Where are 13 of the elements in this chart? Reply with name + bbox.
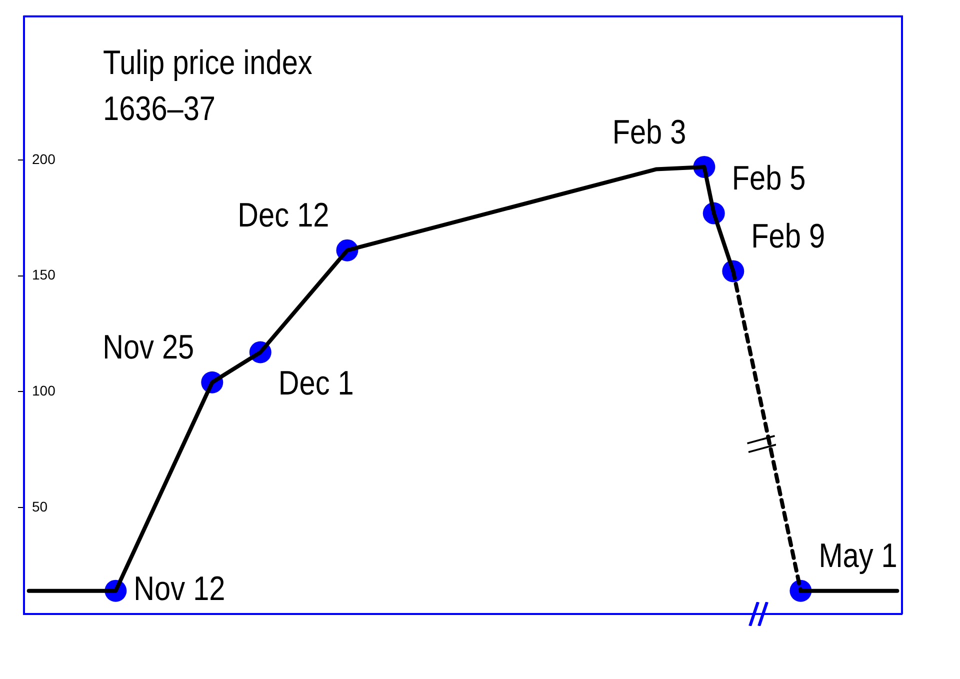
annotation: Dec 12 [238,195,330,234]
annotation: Feb 9 [751,216,826,256]
y-tick-label: 150 [32,266,56,283]
annotation: Dec 1 [278,363,354,402]
y-tick-label: 100 [32,382,56,398]
annotation: Nov 25 [102,328,194,366]
text: Tulip price index 1636–37 [103,43,314,130]
y-tick-label: 200 [32,150,56,167]
annotation: May 1 [818,536,898,575]
y-tick-label: 50 [32,498,48,514]
annotation: Feb 3 [612,112,686,151]
annotation: Feb 5 [732,158,806,198]
annotation: Nov 12 [134,568,226,608]
